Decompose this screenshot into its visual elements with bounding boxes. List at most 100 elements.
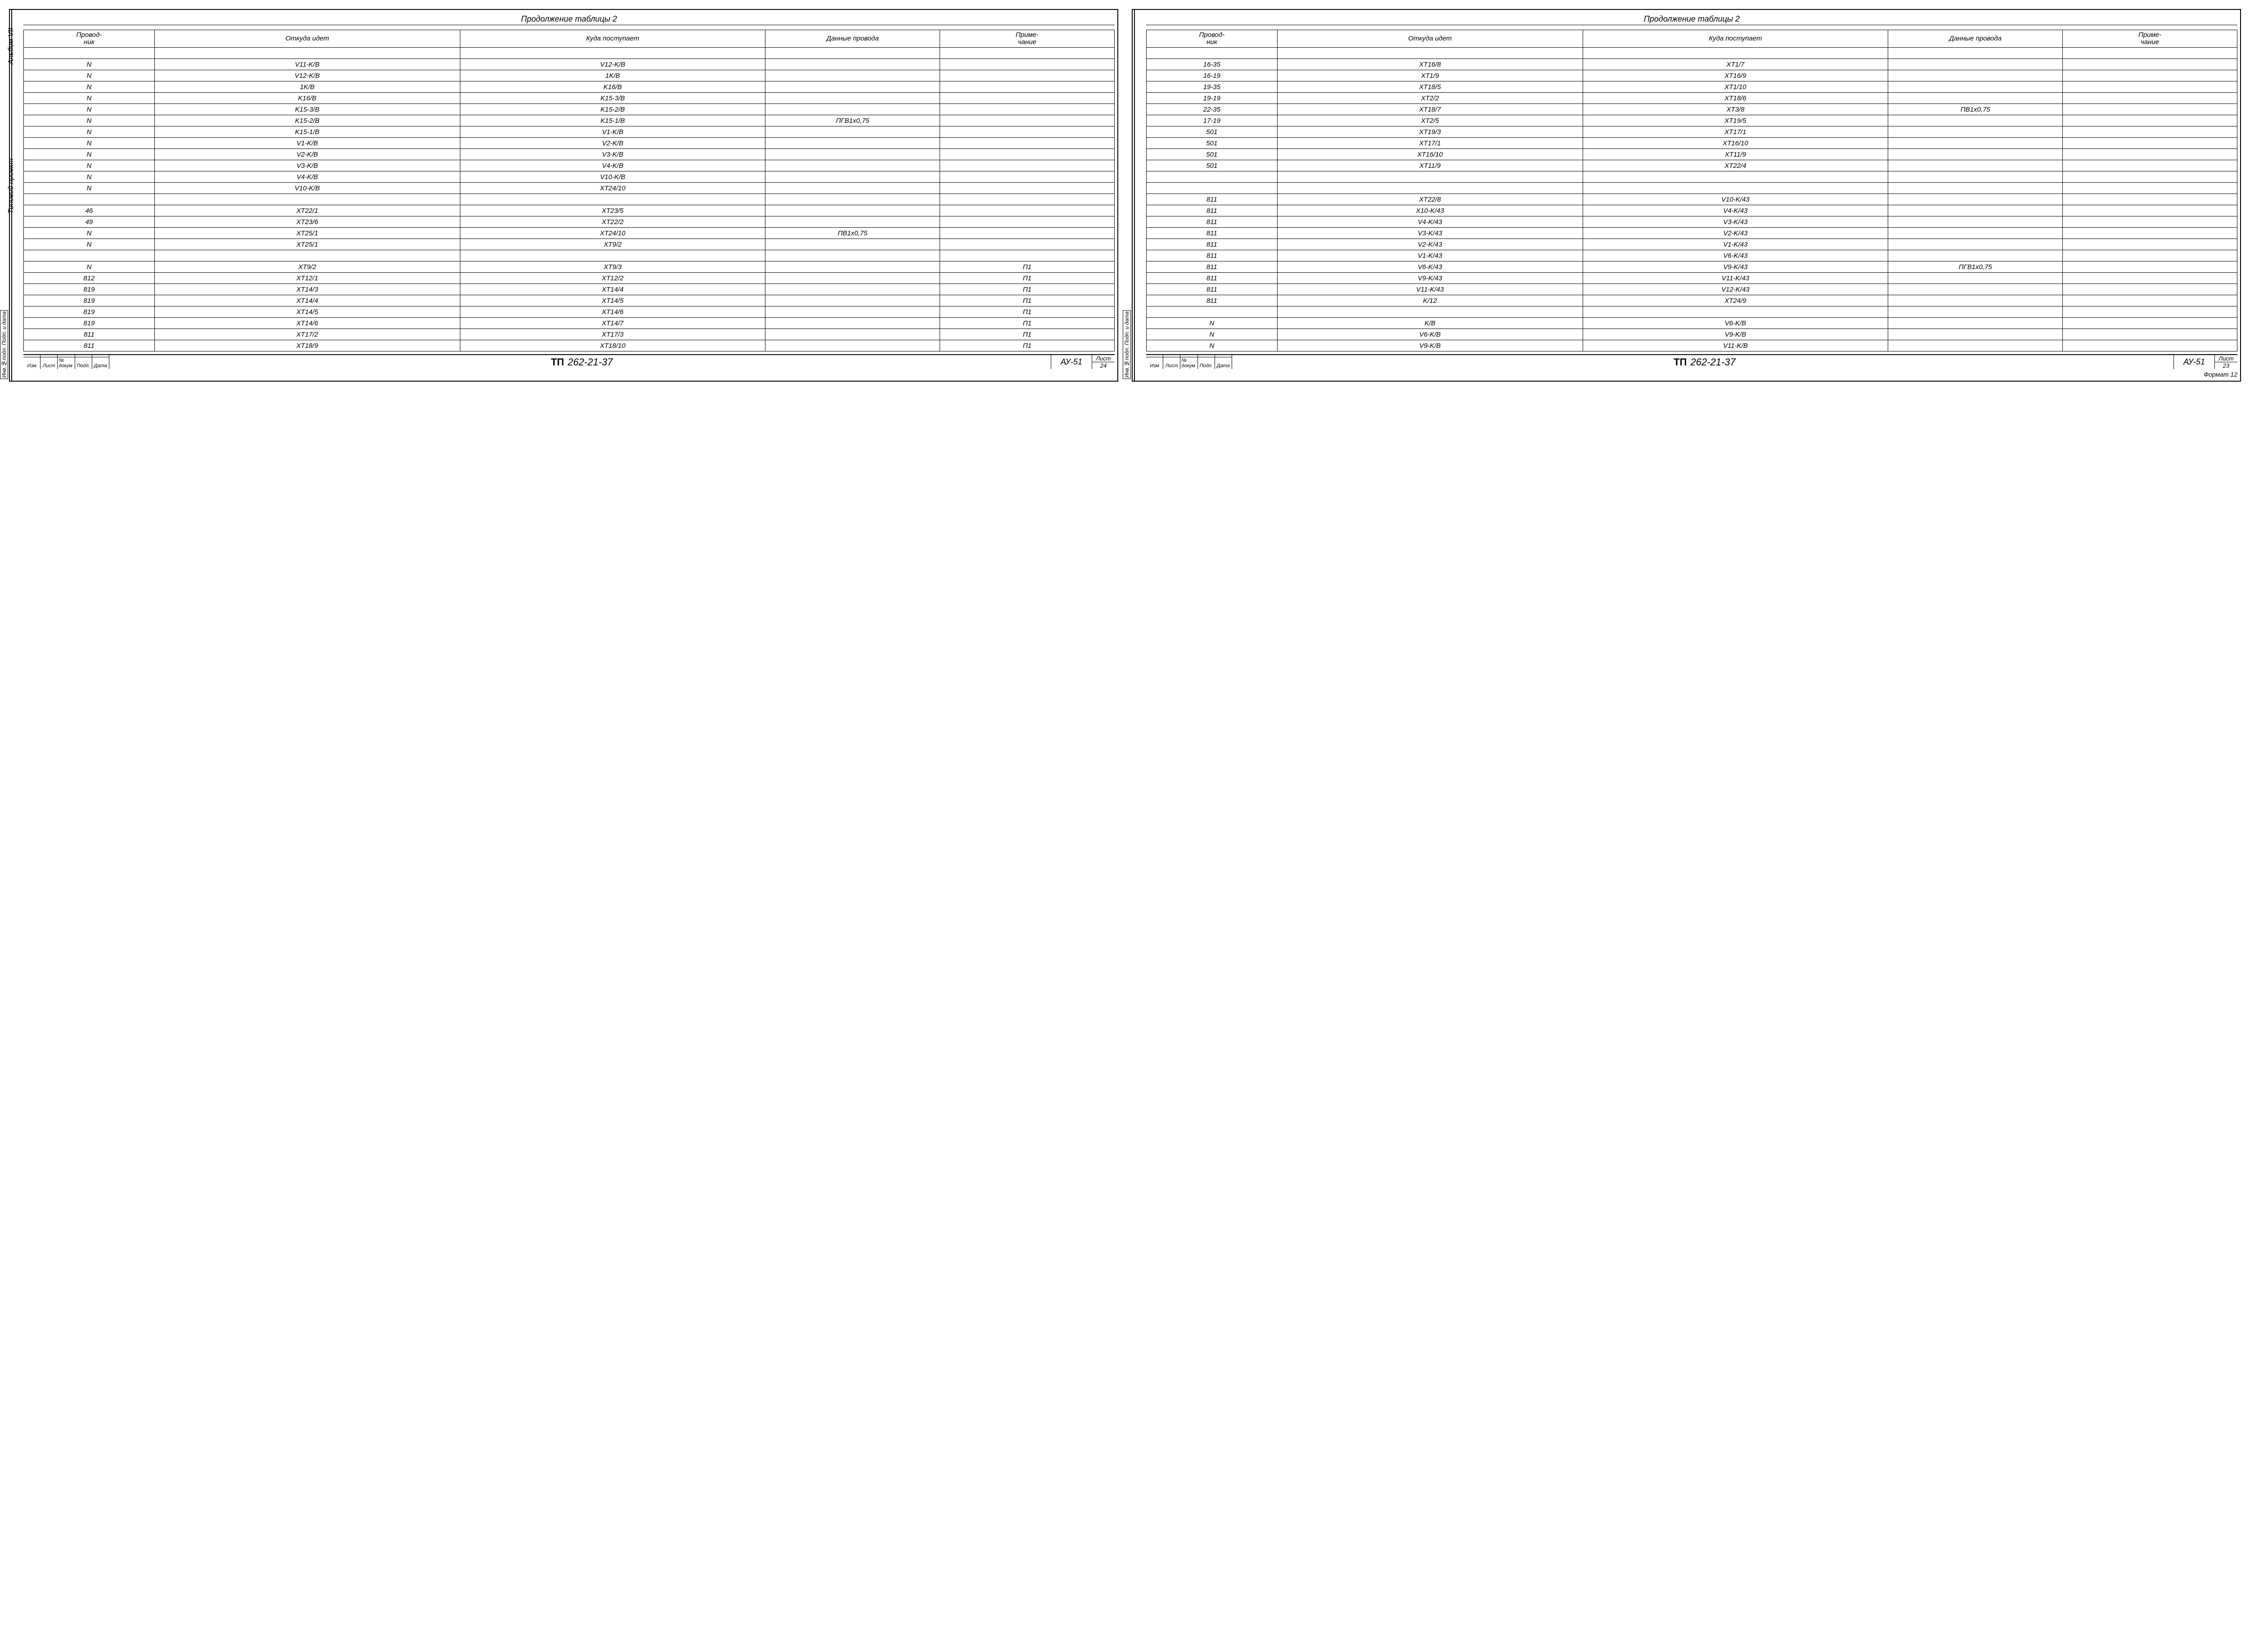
cell xyxy=(460,194,765,205)
cell: XT17/1 xyxy=(1583,126,1888,138)
cell: N xyxy=(24,59,155,70)
cell: 811 xyxy=(1147,216,1278,228)
cell xyxy=(940,160,1115,171)
cell: K15-2/B xyxy=(154,115,460,126)
cell: XT17/2 xyxy=(154,329,460,340)
cell: V2-K/B xyxy=(460,138,765,149)
cell xyxy=(1583,171,1888,183)
cell xyxy=(2063,216,2237,228)
cell: N xyxy=(24,228,155,239)
cell: N xyxy=(24,239,155,250)
table-row: 49XT23/6XT22/2 xyxy=(24,216,1115,228)
cell xyxy=(765,183,940,194)
titleblock: ИзмЛист№ докумПодп.ДатаТП 262-21-37АУ-51… xyxy=(1146,354,2237,369)
table-row: 16-35XT16/8XT1/7 xyxy=(1147,59,2237,70)
cell: V11-K/B xyxy=(1583,340,1888,351)
cell xyxy=(2063,70,2237,81)
cell: П1 xyxy=(940,306,1115,318)
cell: XT1/7 xyxy=(1583,59,1888,70)
drawing-sheet: Инв.№подл. Подп. и датаАльбом VIIТиповой… xyxy=(9,9,1118,382)
format-note: Формат 12 xyxy=(1146,371,2237,378)
wire-table: Провод-никОткуда идетКуда поступаетДанны… xyxy=(1146,30,2237,351)
cell: 46 xyxy=(24,205,155,216)
cell: V10-K/B xyxy=(460,171,765,183)
col-header: Куда поступает xyxy=(1583,30,1888,48)
cell xyxy=(1147,171,1278,183)
table-row: 811V1-K/43V6-K/43 xyxy=(1147,250,2237,261)
cell xyxy=(2063,295,2237,306)
col-header: Приме-чание xyxy=(2063,30,2237,48)
cell: 501 xyxy=(1147,126,1278,138)
table-row: NXT25/1XT9/2 xyxy=(24,239,1115,250)
table-row: 819XT14/6XT14/7П1 xyxy=(24,318,1115,329)
cell xyxy=(765,104,940,115)
table-row: 819XT14/5XT14/6П1 xyxy=(24,306,1115,318)
cell: XT12/1 xyxy=(154,273,460,284)
table-row: 811V9-K/43V11-K/43 xyxy=(1147,273,2237,284)
cell xyxy=(2063,126,2237,138)
cell: XT16/8 xyxy=(1277,59,1583,70)
cell: XT17/1 xyxy=(1277,138,1583,149)
cell: XT18/7 xyxy=(1277,104,1583,115)
cell xyxy=(765,295,940,306)
cell: XT14/5 xyxy=(154,306,460,318)
cell: П1 xyxy=(940,284,1115,295)
cell: K16/B xyxy=(154,93,460,104)
cell xyxy=(765,205,940,216)
table-row: 46XT22/1XT23/5 xyxy=(24,205,1115,216)
drawing-code: ТП 262-21-37 xyxy=(109,355,1051,369)
side-stamp: Инв.№подл. Подп. и дата xyxy=(1123,310,1131,379)
cell: V12-K/43 xyxy=(1583,284,1888,295)
drawing-sheet: Инв.№подл. Подп. и датаПродолжение табли… xyxy=(1132,9,2241,382)
cell: XT19/3 xyxy=(1277,126,1583,138)
cell: XT14/6 xyxy=(460,306,765,318)
cell: 811 xyxy=(24,329,155,340)
cell: XT14/7 xyxy=(460,318,765,329)
cell: 812 xyxy=(24,273,155,284)
cell xyxy=(940,126,1115,138)
cell xyxy=(1147,183,1278,194)
table-row: 811V3-K/43V2-K/43 xyxy=(1147,228,2237,239)
cell: V9-K/B xyxy=(1277,340,1583,351)
cell: K15-2/B xyxy=(460,104,765,115)
table-row: 811XT22/8V10-K/43 xyxy=(1147,194,2237,205)
table-row: 819XT14/3XT14/4П1 xyxy=(24,284,1115,295)
cell xyxy=(765,81,940,93)
cell xyxy=(1888,318,2063,329)
cell: XT23/5 xyxy=(460,205,765,216)
cell xyxy=(1888,115,2063,126)
cell: K/12 xyxy=(1277,295,1583,306)
cell: XT25/1 xyxy=(154,239,460,250)
cell: XT18/6 xyxy=(1583,93,1888,104)
table-row: 19-19XT2/2XT18/6 xyxy=(1147,93,2237,104)
table-row: NV2-K/BV3-K/B xyxy=(24,149,1115,160)
cell xyxy=(940,250,1115,261)
cell: N xyxy=(24,126,155,138)
cell: 811 xyxy=(1147,194,1278,205)
table-row: NV12-K/B1K/B xyxy=(24,70,1115,81)
cell xyxy=(1888,59,2063,70)
cell: N xyxy=(24,115,155,126)
cell xyxy=(1888,81,2063,93)
table-row: 17-19XT2/5XT19/5 xyxy=(1147,115,2237,126)
cell xyxy=(765,273,940,284)
cell: V9-K/B xyxy=(1583,329,1888,340)
cell: V9-K/43 xyxy=(1277,273,1583,284)
cell: XT12/2 xyxy=(460,273,765,284)
cell xyxy=(1888,273,2063,284)
cell xyxy=(765,93,940,104)
cell: П1 xyxy=(940,329,1115,340)
table-row: NK15-3/BK15-2/B xyxy=(24,104,1115,115)
cell xyxy=(1583,306,1888,318)
cell: XT22/2 xyxy=(460,216,765,228)
cell: K15-1/B xyxy=(154,126,460,138)
cell xyxy=(765,126,940,138)
cell: XT22/4 xyxy=(1583,160,1888,171)
cell: 811 xyxy=(1147,273,1278,284)
cell: XT22/8 xyxy=(1277,194,1583,205)
cell xyxy=(2063,318,2237,329)
table-row: 811V2-K/43V1-K/43 xyxy=(1147,239,2237,250)
cell: N xyxy=(24,138,155,149)
table-row: NV4-K/BV10-K/B xyxy=(24,171,1115,183)
table-row: NK/BV6-K/B xyxy=(1147,318,2237,329)
